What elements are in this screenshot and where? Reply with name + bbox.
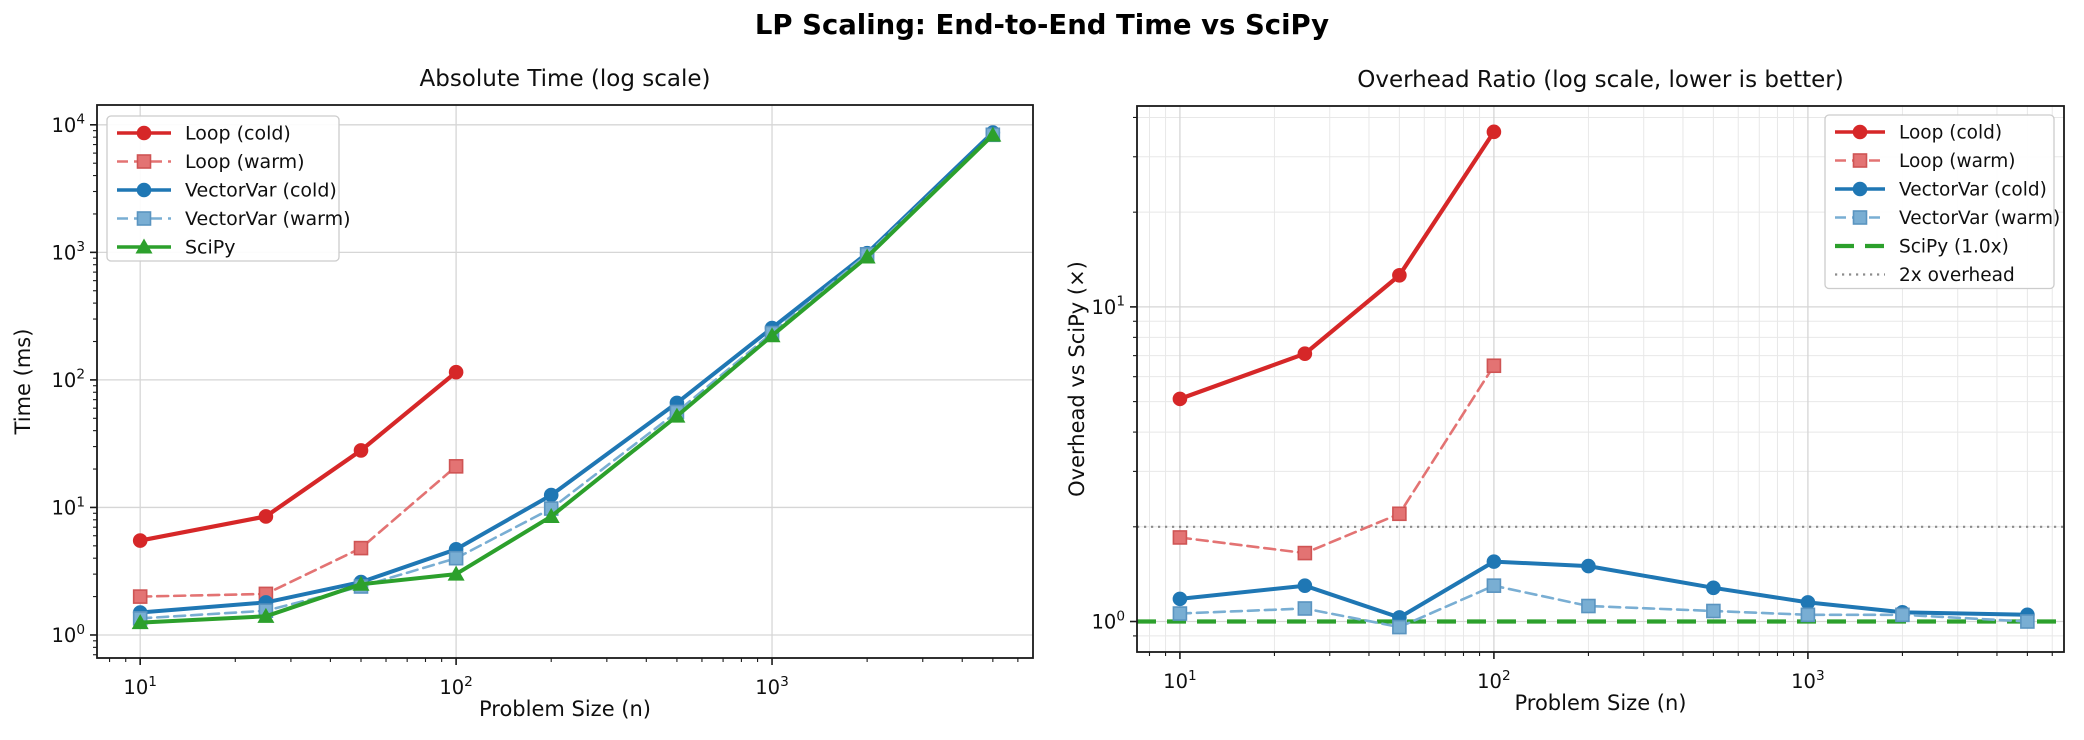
legend: Loop (cold) Loop (warm) VectorVar (cold) Ve… xyxy=(106,115,351,262)
legend-item-loop-cold: Loop (cold) xyxy=(1835,123,2002,144)
legend-item-2x-overhead: 2x overhead xyxy=(1835,265,2015,286)
legend-label: SciPy (1.0x) xyxy=(1899,237,2009,258)
legend-label: Loop (cold) xyxy=(1899,123,2002,144)
legend-item-vectorvar-cold: VectorVar (cold) xyxy=(1835,180,2047,201)
legend-label: VectorVar (warm) xyxy=(1899,208,2060,229)
legend-item-vectorvar-cold: VectorVar (cold) xyxy=(117,180,337,202)
legend-item-loop-warm: Loop (warm) xyxy=(1835,151,2015,172)
tick-label: 103 xyxy=(51,239,85,264)
legend-item-scipy-1-0x: SciPy (1.0x) xyxy=(1835,237,2009,258)
legend-label: Loop (cold) xyxy=(185,123,291,145)
series-loop-cold-line xyxy=(138,370,459,543)
series-loop-cold-line xyxy=(1177,129,1496,401)
tick-label: 102 xyxy=(439,674,473,699)
series-loop-warm-line xyxy=(138,465,458,598)
legend-label: Loop (warm) xyxy=(185,151,305,173)
legend-item-vectorvar-warm: VectorVar (warm) xyxy=(117,208,351,230)
tick-label: 101 xyxy=(1163,668,1197,693)
legend-label: VectorVar (cold) xyxy=(185,180,337,202)
tick-label: 100 xyxy=(1091,608,1125,633)
series-scipy-markers xyxy=(131,126,1002,630)
legend: Loop (cold) Loop (warm) VectorVar (cold) Ve… xyxy=(1824,114,2060,290)
y-axis-label: Time (ms) xyxy=(11,329,35,436)
series-loop-warm-markers xyxy=(1172,358,1502,561)
subplot-title: Overhead Ratio (log scale, lower is bett… xyxy=(1357,67,1843,93)
tick-label: 102 xyxy=(51,367,85,392)
tick-label: 101 xyxy=(51,494,85,519)
legend-label: VectorVar (warm) xyxy=(185,208,351,230)
legend-item-loop-warm: Loop (warm) xyxy=(117,151,305,173)
tick-label: 100 xyxy=(51,622,85,647)
subplot-absolute-time: 101 102 103 100 101 102 103 104 Absolute Time (l… xyxy=(11,66,1034,721)
series-loop-cold-markers xyxy=(132,364,464,548)
tick-label: 104 xyxy=(51,112,85,137)
axes-frame xyxy=(1136,105,2065,653)
legend-label: SciPy xyxy=(185,237,236,259)
axis-ticks: 101 102 103 100 101 xyxy=(1091,116,2053,693)
series-vectorvar-warm-markers xyxy=(1172,578,2035,635)
legend-label: 2x overhead xyxy=(1899,265,2015,286)
x-axis-label: Problem Size (n) xyxy=(1514,691,1686,715)
axes-frame xyxy=(96,104,1034,659)
tick-label: 103 xyxy=(755,674,789,699)
legend-item-loop-cold: Loop (cold) xyxy=(117,123,291,145)
legend-label: VectorVar (cold) xyxy=(1899,180,2047,201)
legend-item-vectorvar-warm: VectorVar (warm) xyxy=(1835,208,2060,229)
series-vectorvar-warm-line xyxy=(1178,584,2029,629)
tick-label: 102 xyxy=(1477,668,1511,693)
series-loop-cold-markers xyxy=(1172,124,1502,407)
series-loop-warm-line xyxy=(1178,364,1496,555)
y-axis-label: Overhead vs SciPy (×) xyxy=(1065,261,1089,497)
tick-label: 103 xyxy=(1791,668,1825,693)
tick-label: 101 xyxy=(123,674,157,699)
x-axis-label: Problem Size (n) xyxy=(479,697,651,721)
legend-label: Loop (warm) xyxy=(1899,151,2015,172)
tick-label: 101 xyxy=(1091,294,1125,319)
legend-item-scipy: SciPy xyxy=(117,237,236,259)
figure-title: LP Scaling: End-to-End Time vs SciPy xyxy=(754,9,1330,41)
subplot-title: Absolute Time (log scale) xyxy=(419,66,710,92)
subplot-overhead-ratio: 101 102 103 100 101 Overhead Ratio (log scale… xyxy=(1065,67,2065,715)
